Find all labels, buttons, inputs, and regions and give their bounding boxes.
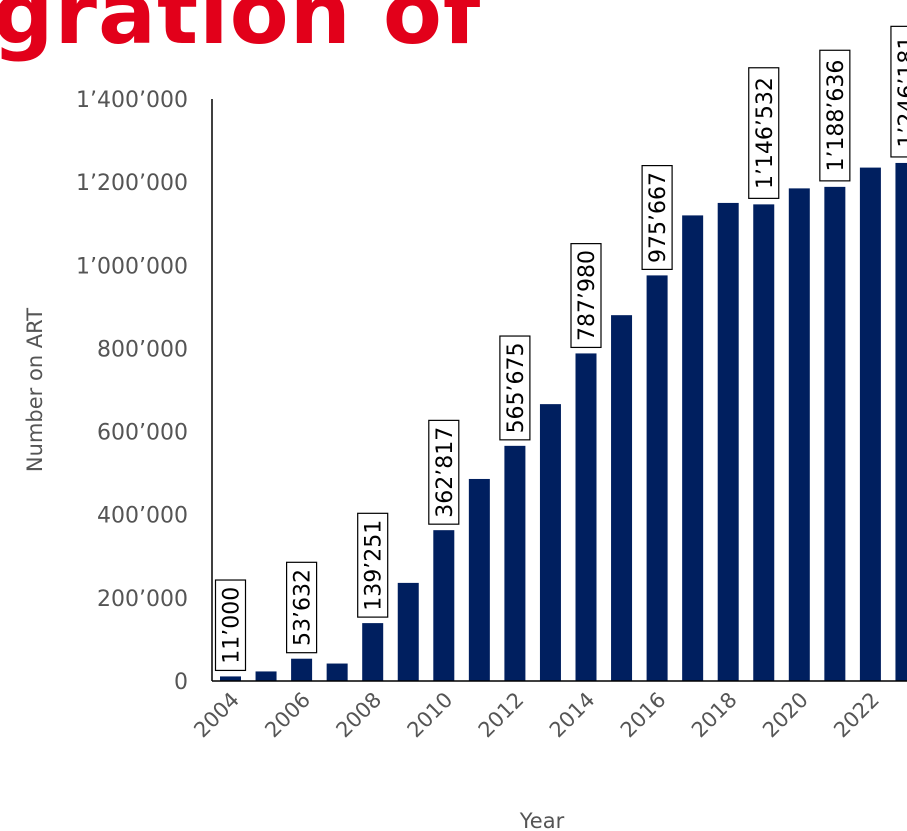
data-label: 1’188’636 [819,49,851,182]
data-label: 1’246’181 [890,25,907,158]
x-axis-title: Year [519,809,565,831]
data-label: 139’251 [357,512,389,618]
y-axis: 0 200’000 400’000 600’000 800’000 1’000’000 1’… [76,88,213,695]
data-label-text: 1’246’181 [895,36,907,148]
data-label-box [748,67,780,199]
bar [326,663,348,681]
x-tick-label: 2004 [189,688,244,743]
bar [646,275,668,681]
bar [717,202,739,681]
bar [788,188,810,681]
data-label-box [214,579,247,672]
x-axis: 2004 2006 2008 2010 2012 2014 2016 2018 2020 2022 [189,680,907,743]
data-label-box [499,335,531,441]
x-tick-label: 2020 [758,688,813,743]
y-tick-label: 400’000 [97,504,188,529]
bar [433,530,455,681]
y-tick-label: 800’000 [97,337,188,362]
bar [504,445,526,681]
page-title: gration of [0,0,482,64]
bar [468,478,490,681]
data-label-text: 362’817 [433,427,458,518]
bar [291,658,313,681]
data-label-box [641,165,673,271]
data-label-text: 565’675 [504,342,529,433]
data-label-text: 975’667 [646,172,671,263]
y-tick-label: 0 [174,670,188,695]
x-tick-label: 2016 [616,688,671,743]
y-tick-label: 1’000’000 [76,254,188,279]
data-label-box [286,561,318,654]
bar [753,204,775,681]
bar [255,671,277,681]
x-tick-label: 2018 [687,688,742,743]
data-label: 362’817 [428,419,460,525]
data-labels: 11’000 53’632 139’251 362’817 565’675 787’980… [214,25,907,672]
data-label: 975’667 [641,165,673,271]
data-label-box [819,49,851,182]
data-label-text: 787’980 [575,250,600,341]
x-tick-label: 2022 [829,688,884,743]
data-label-text: 53’632 [291,569,316,646]
bar [220,676,241,681]
y-tick-label: 200’000 [97,587,188,612]
x-tick-label: 2012 [474,688,529,743]
x-tick-label: 2010 [403,688,458,743]
y-tick-label: 600’000 [97,421,188,446]
data-label-text: 1’146’532 [753,77,778,189]
bars [220,162,907,682]
y-axis-title: Number on ART [23,308,47,472]
data-label-text: 11’000 [220,587,245,664]
data-label-text: 1’188’636 [824,60,849,172]
y-tick-label: 1’200’000 [76,171,188,196]
data-label: 565’675 [499,335,531,441]
data-label: 1’146’532 [748,67,780,199]
x-tick-label: 2006 [260,688,315,743]
data-label: 53’632 [286,561,318,654]
bar [611,315,633,681]
bar [895,162,907,681]
data-label: 11’000 [214,579,247,672]
data-label-text: 139’251 [362,520,387,611]
bar [682,215,704,681]
bar [859,167,881,682]
data-label-box [890,25,907,158]
data-label: 787’980 [570,243,602,349]
x-tick-label: 2008 [331,688,386,743]
bar [362,623,384,681]
data-label-box [428,419,460,525]
bar [539,404,561,681]
bar [575,353,597,681]
bar [824,186,846,681]
y-tick-label: 1’400’000 [76,88,188,113]
data-label-box [570,243,602,349]
data-label-box [357,512,389,618]
x-tick-label: 2014 [545,688,600,743]
bar [397,582,419,681]
